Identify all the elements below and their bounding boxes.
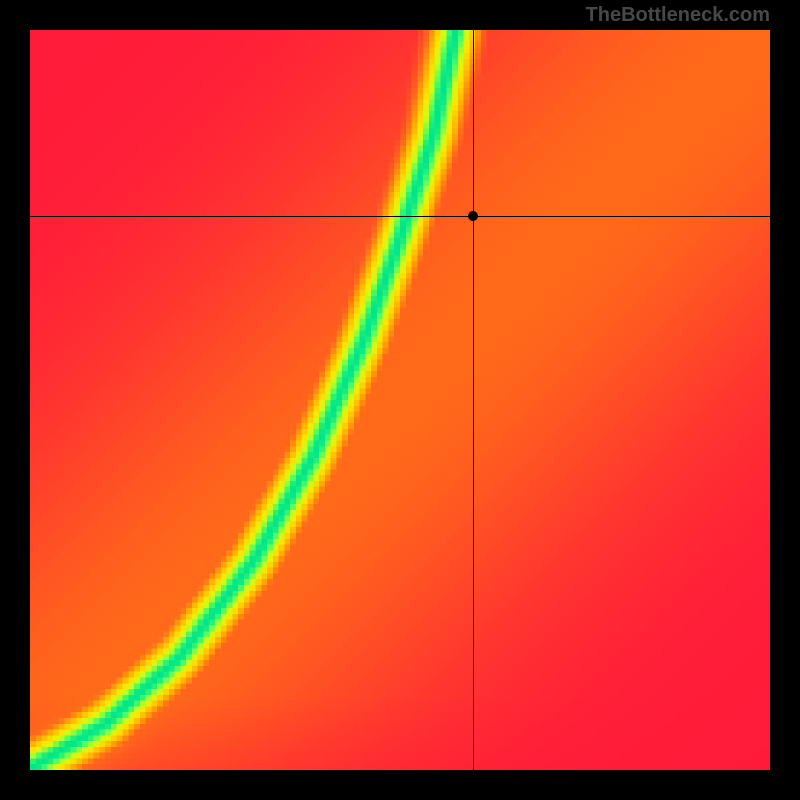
heatmap-canvas (30, 30, 770, 770)
watermark: TheBottleneck.com (586, 4, 770, 27)
marker-dot (468, 211, 478, 221)
crosshair-horizontal (30, 216, 770, 217)
heatmap-plot (30, 30, 770, 770)
crosshair-vertical (473, 30, 474, 770)
